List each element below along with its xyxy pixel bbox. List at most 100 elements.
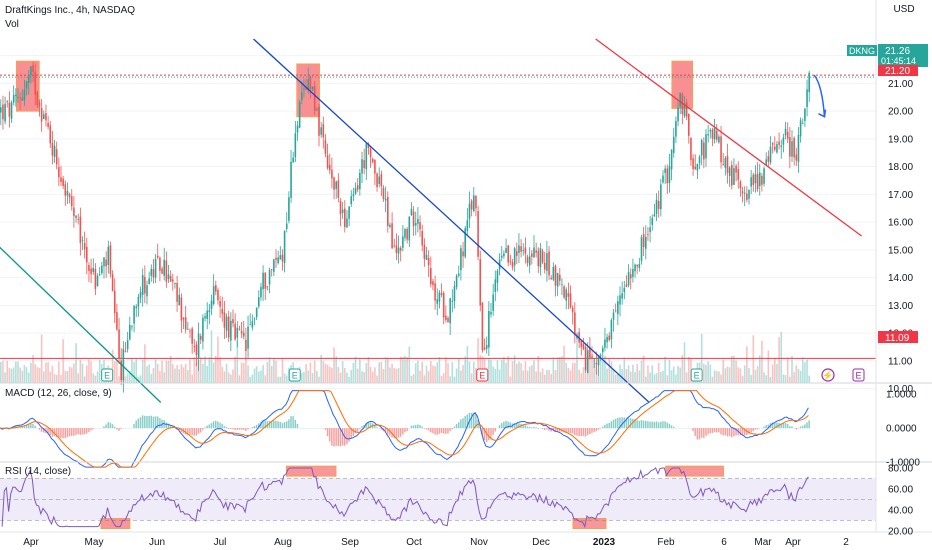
candle-body — [707, 134, 709, 136]
volume-bar — [8, 367, 11, 383]
candle-body — [184, 317, 187, 330]
volume-bar — [526, 370, 529, 383]
volume-bar — [374, 367, 376, 383]
volume-bar — [636, 364, 638, 383]
macd-hist-bar — [526, 426, 529, 429]
volume-bar — [38, 368, 41, 383]
candle-body — [393, 245, 396, 247]
macd-hist-bar — [223, 426, 226, 429]
time-axis-label: Jun — [149, 537, 165, 548]
candle-body — [406, 228, 408, 240]
macd-hist-bar — [614, 418, 617, 429]
macd-hist-bar — [135, 420, 137, 429]
candle-body — [470, 200, 473, 210]
macd-hist-bar — [273, 420, 275, 429]
candle-body — [79, 216, 82, 244]
candle-body — [473, 195, 475, 211]
macd-title: MACD (12, 26, close, 9) — [5, 388, 112, 399]
macd-hist-bar — [384, 428, 387, 433]
candle-body — [86, 246, 88, 263]
event-markers-extra[interactable]: ⚡ E — [821, 368, 865, 382]
volume-bar — [206, 366, 208, 383]
macd-hist-bar — [109, 422, 112, 429]
candle-body — [462, 251, 464, 257]
volume-bar — [236, 340, 239, 383]
macd-hist-bar — [58, 428, 60, 438]
countdown-text: 01:45:14 — [881, 56, 916, 66]
candle-body — [105, 259, 107, 267]
candle-body — [494, 279, 497, 292]
future-earnings-marker[interactable] — [852, 368, 865, 382]
volume-bar — [608, 359, 611, 383]
volume-bar — [763, 372, 765, 383]
lightning-event-icon[interactable] — [821, 368, 835, 382]
volume-bar — [348, 376, 350, 383]
volume-bar — [270, 365, 273, 383]
macd-hist-bar — [21, 426, 23, 429]
candle-body — [55, 149, 58, 165]
macd-hist-bar — [90, 428, 92, 431]
candle-body — [210, 300, 213, 310]
candle-body — [25, 81, 28, 89]
volume-bar — [498, 369, 501, 383]
candle-body — [541, 250, 544, 263]
candle-body — [316, 109, 318, 111]
macd-hist-bar — [806, 422, 808, 429]
macd-hist-bar — [672, 426, 675, 429]
volume-bar — [391, 363, 393, 383]
macd-hist-bar — [666, 422, 668, 429]
candle-body — [245, 339, 247, 352]
candle-body — [169, 276, 172, 282]
volume-bar — [253, 368, 256, 383]
macd-hist-bar — [754, 428, 757, 430]
volume-bar — [320, 355, 322, 383]
time-axis-label: 2 — [843, 537, 849, 548]
support-price-text: 11.09 — [885, 333, 910, 344]
volume-bar — [94, 375, 97, 383]
volume-bar — [722, 359, 724, 383]
candle-body — [116, 312, 118, 330]
macd-hist-bar — [53, 428, 56, 437]
volume-bar — [247, 365, 249, 383]
macd-hist-bar — [425, 428, 428, 430]
candle-body — [4, 103, 6, 122]
macd-hist-bar — [795, 428, 797, 430]
candle-body — [752, 174, 755, 185]
macd-hist-bar — [541, 428, 544, 430]
macd-hist-bar — [326, 428, 329, 437]
volume-bar — [167, 360, 170, 383]
rsi-tick-label: 20.00 — [888, 526, 913, 537]
candle-body — [589, 347, 591, 359]
volume-bar — [733, 355, 735, 383]
volume-bar — [129, 370, 131, 383]
candle-body — [126, 340, 129, 350]
earnings-marker-label: E — [104, 371, 110, 381]
macd-hist-bar — [361, 426, 363, 429]
volume-bar — [384, 357, 387, 383]
volume-bar — [606, 368, 608, 383]
candle-body — [636, 264, 638, 267]
candle-body — [150, 268, 153, 276]
candle-body — [466, 220, 469, 232]
time-axis-label: May — [85, 537, 104, 548]
candle-body — [432, 281, 434, 286]
volume-bar — [404, 355, 406, 383]
volume-bar — [449, 376, 451, 383]
macd-hist-bar — [548, 428, 550, 431]
volume-bar — [804, 362, 806, 383]
candle-body — [440, 293, 443, 295]
volume-bar — [202, 363, 204, 383]
candle-body — [152, 269, 155, 278]
candle-body — [27, 76, 30, 83]
candle-body — [348, 206, 350, 219]
candle-body — [778, 141, 780, 145]
macd-hist-bar — [66, 428, 69, 438]
macd-hist-bar — [290, 416, 292, 429]
volume-bar — [703, 363, 705, 383]
candle-body — [141, 274, 144, 295]
macd-hist-bar — [75, 428, 77, 435]
volume-bar — [245, 359, 247, 383]
volume-bar — [806, 359, 808, 383]
